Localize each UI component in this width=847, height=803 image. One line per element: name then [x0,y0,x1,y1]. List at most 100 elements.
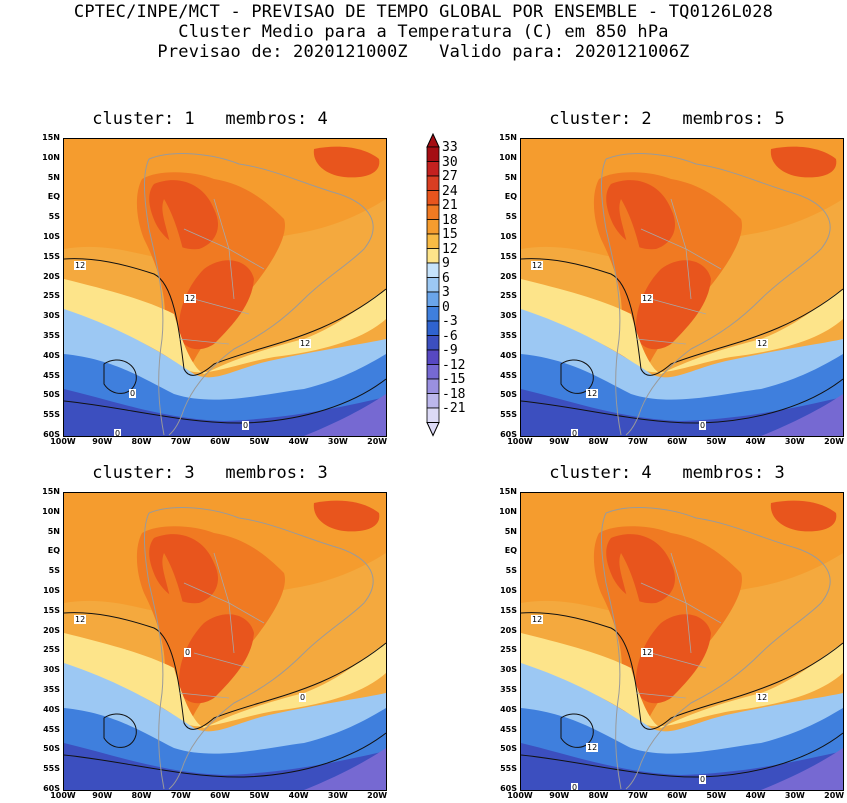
latitude-tick-label: 45S [43,370,60,380]
latitude-tick-label: 35S [500,331,517,340]
latitude-tick-label: 20S [500,271,517,281]
colorbar-label: -21 [442,401,466,416]
longitude-tick-label: 70W [627,791,648,800]
latitude-tick-label: 15N [42,487,60,496]
contour-label: 0 [242,421,250,430]
main-title-line-3: Previsao de: 2020121000Z Valido para: 20… [157,42,690,62]
contour-line-12 [521,258,843,376]
temp-band-21-streak [619,553,646,634]
temp-band-12 [521,633,843,728]
longitude-tick-label: 40W [745,437,766,446]
longitude-tick-label: 40W [288,791,309,800]
contour-label: 0 [571,429,579,437]
latitude-tick-label: 60S [43,430,60,439]
colorbar-swatch [426,393,440,409]
temp-band-12 [64,633,386,728]
latitude-tick-label: 50S [500,744,517,754]
longitude-tick-label: 20W [367,437,388,446]
map-layers [64,493,386,790]
coastline [600,153,831,436]
temp-band-24-north [149,180,219,250]
contour-label: 12 [641,648,654,657]
latitude-tick-label: 30S [500,665,517,675]
temp-band-minus6 [64,389,386,436]
temp-band-24-northeast [313,500,380,532]
longitude-tick-label: 30W [784,437,805,446]
latitude-tick-label: 10S [43,232,60,241]
temp-band-minus12 [761,394,843,436]
colorbar: 33 30 27 24 21 18 15 12 9 6 3 0 -3 -6 -9 -12 -15 -18 -21 [426,133,486,443]
latitude-tick-label: EQ [47,192,60,202]
temp-band-21-streak [619,199,646,280]
latitude-tick-label: 15S [43,251,60,261]
contour-loop-0 [560,359,594,394]
latitude-tick-label: 25S [500,645,517,655]
longitude-tick-label: 90W [92,791,113,800]
latitude-tick-label: 20S [500,625,517,635]
temp-band-24-north [606,180,676,250]
longitude-tick-label: 60W [667,437,688,446]
latitude-tick-label: 40S [43,704,60,714]
forecast-map-panel: 12 0 0 [63,492,387,791]
latitude-tick-label: 15N [499,487,517,496]
latitude-tick-label: EQ [504,192,517,202]
latitude-tick-label: 30S [43,665,60,675]
longitude-tick-label: 80W [588,437,609,446]
colorbar-label: 27 [442,169,458,184]
map-layers [521,139,843,436]
longitude-tick-label: 70W [170,437,191,446]
coastline [143,153,374,436]
panel-title: cluster: 4 membros: 3 [549,463,785,483]
temp-band-minus12 [761,748,843,790]
panel-title: cluster: 2 membros: 5 [549,109,785,129]
contour-label: 12 [531,615,544,624]
main-title-line-2: Cluster Medio para a Temperatura (C) em … [178,22,669,42]
colorbar-label: -3 [442,314,458,329]
temp-band-12 [521,279,843,374]
colorbar-swatch [426,277,440,293]
colorbar-swatch [426,219,440,235]
map-layers [64,139,386,436]
colorbar-top-arrow [426,133,440,148]
colorbar-swatch [426,233,440,249]
longitude-tick-label: 40W [288,437,309,446]
contour-label: 12 [184,294,197,303]
longitude-tick-label: 30W [327,437,348,446]
latitude-tick-label: 40S [500,350,517,360]
contour-label: 12 [756,693,769,702]
colorbar-label: 0 [442,299,450,315]
latitude-tick-label: 50S [43,744,60,754]
temp-band-24-northeast [770,500,837,532]
colorbar-label: -9 [442,343,458,358]
latitude-tick-label: 5N [47,172,60,182]
latitude-tick-label: 10S [500,586,517,595]
contour-label: 12 [299,339,312,348]
contour-loop-0 [103,713,137,748]
longitude-tick-label: 70W [627,437,648,446]
latitude-tick-label: 25S [43,291,60,301]
latitude-tick-label: 35S [43,685,60,694]
latitude-tick-label: 55S [500,764,517,774]
latitude-tick-label: 10N [42,152,60,162]
contour-label: 0 [699,421,707,430]
longitude-tick-label: 50W [706,791,727,800]
latitude-tick-label: 10N [499,506,517,516]
longitude-tick-label: 100W [507,437,533,446]
colorbar-label: 18 [442,212,458,228]
latitude-tick-label: 45S [43,724,60,734]
country-borders [178,552,265,699]
temp-band-minus12 [304,748,386,790]
main-title-line-1: CPTEC/INPE/MCT - PREVISAO DE TEMPO GLOBA… [73,2,774,22]
map-layers [521,493,843,790]
colorbar-label: 33 [442,140,458,155]
coastline [600,507,831,790]
latitude-tick-label: 5N [47,526,60,536]
contour-line-12 [64,612,386,730]
latitude-tick-label: 5N [504,172,517,182]
latitude-tick-label: 35S [500,685,517,694]
latitude-tick-label: 60S [500,784,517,793]
colorbar-bottom-arrow [426,422,440,437]
longitude-tick-label: 60W [210,437,231,446]
colorbar-swatch [426,248,440,264]
colorbar-label: 15 [442,227,458,242]
